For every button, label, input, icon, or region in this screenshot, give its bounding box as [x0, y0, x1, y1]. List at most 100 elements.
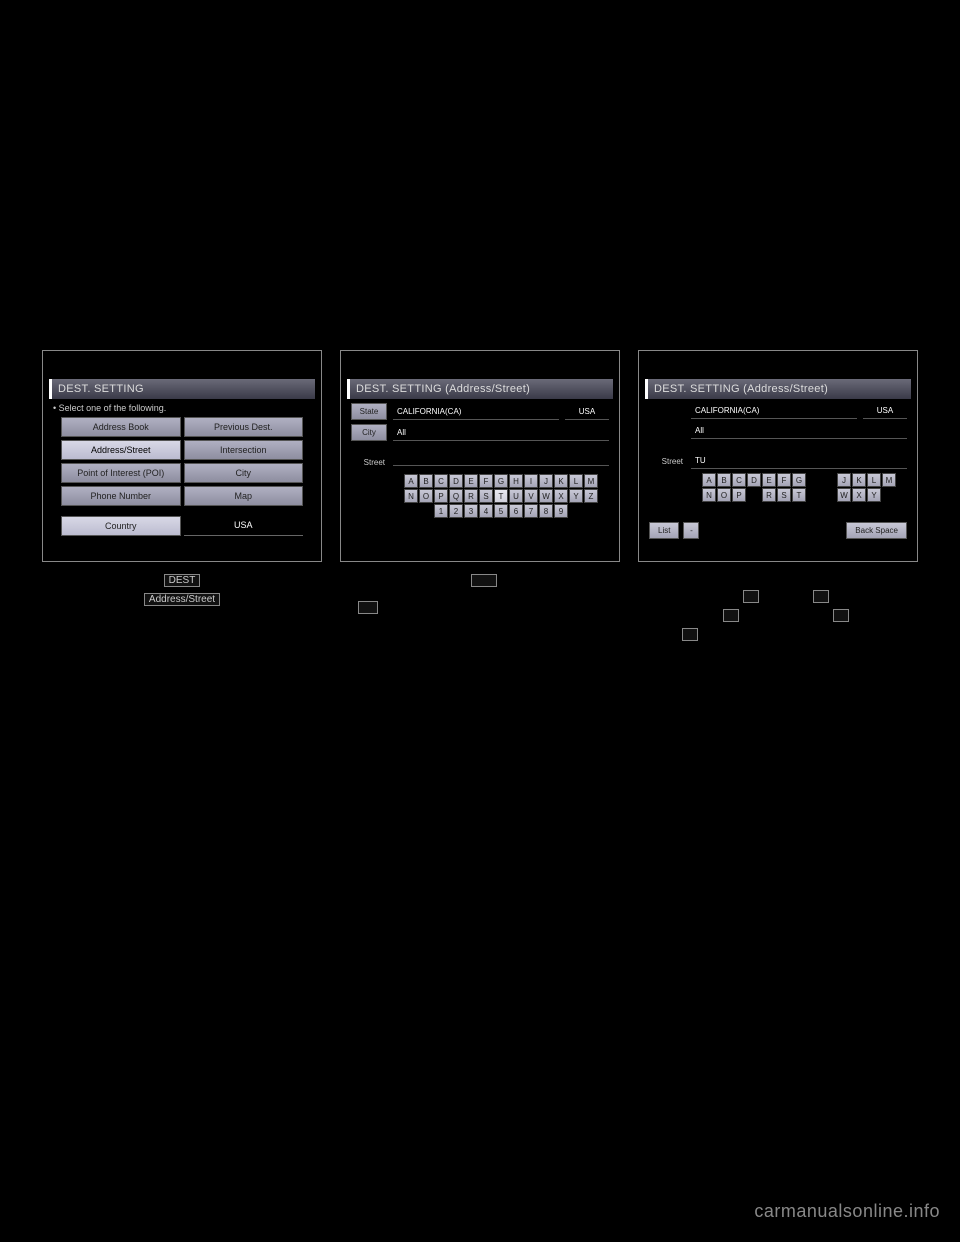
key-l[interactable]: L — [867, 473, 881, 487]
dest-key-box: DEST — [164, 574, 201, 587]
space-box — [723, 609, 739, 622]
key-2[interactable]: 2 — [449, 504, 463, 518]
key-d[interactable]: D — [449, 474, 463, 488]
key-n[interactable]: N — [404, 489, 418, 503]
city-button[interactable]: City — [351, 424, 387, 441]
key-x[interactable]: X — [852, 488, 866, 502]
key-e[interactable]: E — [762, 473, 776, 487]
key-w[interactable]: W — [539, 489, 553, 503]
key-3[interactable]: 3 — [464, 504, 478, 518]
key-v[interactable]: V — [524, 489, 538, 503]
key-s[interactable]: S — [777, 488, 791, 502]
key-8[interactable]: 8 — [539, 504, 553, 518]
list-button[interactable]: List — [649, 522, 679, 539]
street-input[interactable]: TU — [691, 453, 907, 469]
keyboard: ABCDEFG JKLM NOP RST WXY — [691, 473, 907, 502]
key-5[interactable]: 5 — [494, 504, 508, 518]
screen1-subtitle: • Select one of the following. — [53, 403, 311, 413]
key-j[interactable]: J — [539, 474, 553, 488]
key-4[interactable]: 4 — [479, 504, 493, 518]
menu-button[interactable]: Address/Street — [61, 440, 181, 460]
street-label: Street — [351, 455, 387, 470]
street-input[interactable] — [393, 459, 609, 466]
menu-grid: Address BookPrevious Dest.Address/Street… — [61, 417, 303, 506]
key-7[interactable]: 7 — [524, 504, 538, 518]
dash-button[interactable]: - — [683, 522, 699, 539]
region-value: USA — [863, 403, 907, 419]
menu-button[interactable]: Address Book — [61, 417, 181, 437]
key-9[interactable]: 9 — [554, 504, 568, 518]
address-street-screen-tu: DEST. SETTING (Address/Street) CALIFORNI… — [638, 350, 918, 562]
key-t[interactable]: T — [494, 489, 508, 503]
menu-button[interactable]: Phone Number — [61, 486, 181, 506]
state-button[interactable]: State — [351, 403, 387, 420]
key-w[interactable]: W — [837, 488, 851, 502]
key-s[interactable]: S — [479, 489, 493, 503]
key-l[interactable]: L — [569, 474, 583, 488]
menu-button[interactable]: Previous Dest. — [184, 417, 304, 437]
key-b[interactable]: B — [717, 473, 731, 487]
key-m[interactable]: M — [882, 473, 896, 487]
key-a[interactable]: A — [702, 473, 716, 487]
key-x[interactable]: X — [554, 489, 568, 503]
key-y[interactable]: Y — [569, 489, 583, 503]
key-t[interactable]: T — [792, 488, 806, 502]
region-value: USA — [565, 404, 609, 420]
country-button[interactable]: Country — [61, 516, 181, 536]
key-u[interactable]: U — [509, 489, 523, 503]
key-y[interactable]: Y — [867, 488, 881, 502]
key-o[interactable]: O — [717, 488, 731, 502]
key-b[interactable]: B — [419, 474, 433, 488]
instruction-2 — [344, 574, 624, 614]
key-g[interactable]: G — [494, 474, 508, 488]
key-h[interactable]: H — [509, 474, 523, 488]
screen1-title: DEST. SETTING — [49, 379, 315, 399]
watermark: carmanualsonline.info — [754, 1201, 940, 1222]
key-c[interactable]: C — [732, 473, 746, 487]
instruction-3 — [646, 590, 926, 641]
state-value: CALIFORNIA(CA) — [691, 403, 857, 419]
back-box — [813, 590, 829, 603]
key-n[interactable]: N — [702, 488, 716, 502]
key-j[interactable]: J — [837, 473, 851, 487]
backspace-button[interactable]: Back Space — [846, 522, 907, 539]
key-i[interactable]: I — [524, 474, 538, 488]
key-m[interactable]: M — [584, 474, 598, 488]
street-box — [471, 574, 497, 587]
blank-box-1 — [358, 601, 378, 614]
country-value: USA — [184, 516, 304, 536]
address-street-screen-blank: DEST. SETTING (Address/Street) State C A L… — [340, 350, 620, 562]
menu-button[interactable]: Intersection — [184, 440, 304, 460]
key-o[interactable]: O — [419, 489, 433, 503]
key-6[interactable]: 6 — [509, 504, 523, 518]
key-p[interactable]: P — [732, 488, 746, 502]
street-label: Street — [649, 454, 685, 469]
key-d[interactable]: D — [747, 473, 761, 487]
city-label-blank — [649, 428, 685, 434]
instruction-1: DEST Address/Street — [42, 574, 322, 606]
list-box — [743, 590, 759, 603]
menu-button[interactable]: Map — [184, 486, 304, 506]
key-k[interactable]: K — [554, 474, 568, 488]
dest-setting-screen: DEST. SETTING • Select one of the follow… — [42, 350, 322, 562]
key-a[interactable]: A — [404, 474, 418, 488]
key-r[interactable]: R — [464, 489, 478, 503]
blank-box-2 — [682, 628, 698, 641]
key-z[interactable]: Z — [584, 489, 598, 503]
menu-button[interactable]: City — [184, 463, 304, 483]
screen2-title: DEST. SETTING (Address/Street) — [347, 379, 613, 399]
key-e[interactable]: E — [464, 474, 478, 488]
key-k[interactable]: K — [852, 473, 866, 487]
key-1[interactable]: 1 — [434, 504, 448, 518]
address-street-box: Address/Street — [144, 593, 220, 606]
key-f[interactable]: F — [479, 474, 493, 488]
menu-button[interactable]: Point of Interest (POI) — [61, 463, 181, 483]
city-value: All — [691, 423, 907, 439]
key-c[interactable]: C — [434, 474, 448, 488]
key-p[interactable]: P — [434, 489, 448, 503]
key-q[interactable]: Q — [449, 489, 463, 503]
key-r[interactable]: R — [762, 488, 776, 502]
state-label-blank — [649, 408, 685, 414]
key-f[interactable]: F — [777, 473, 791, 487]
key-g[interactable]: G — [792, 473, 806, 487]
